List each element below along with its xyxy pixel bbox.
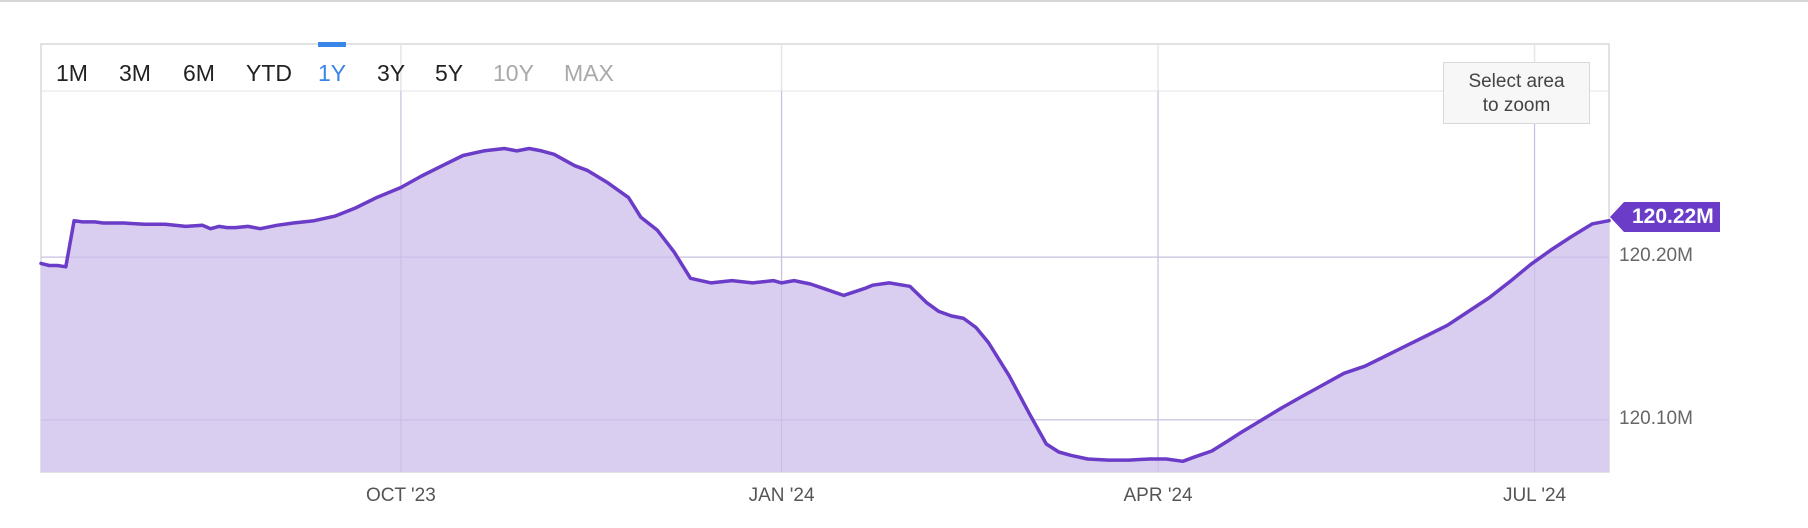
top-divider [0,0,1808,2]
zoom-hint: Select area to zoom [1443,62,1590,124]
range-button-6m[interactable]: 6M [183,60,215,86]
range-button-1y[interactable]: 1Y [318,60,347,86]
x-tick-label: APR '24 [1123,485,1193,506]
zoom-hint-line-1: Select area [1468,71,1565,92]
active-range-indicator [318,42,346,47]
y-tick-label: 120.10M [1619,407,1693,429]
y-tick-label: 120.20M [1619,245,1693,267]
range-button-5y[interactable]: 5Y [435,60,464,86]
zoom-hint-line-2: to zoom [1482,95,1551,116]
x-tick-label: JUL '24 [1502,485,1567,506]
current-value-label: 120.22M [1624,202,1720,232]
x-tick-label: OCT '23 [366,485,436,506]
range-button-3y[interactable]: 3Y [377,60,406,86]
range-button-3m[interactable]: 3M [119,60,151,86]
range-button-1m[interactable]: 1M [56,60,88,86]
series-area [41,148,1609,472]
range-button-ytd[interactable]: YTD [246,60,292,86]
x-tick-label: JAN '24 [748,485,815,506]
range-button-max: MAX [564,60,614,86]
series-line [39,146,1611,464]
range-button-10y: 10Y [493,60,534,86]
current-value-pointer [1610,202,1624,232]
